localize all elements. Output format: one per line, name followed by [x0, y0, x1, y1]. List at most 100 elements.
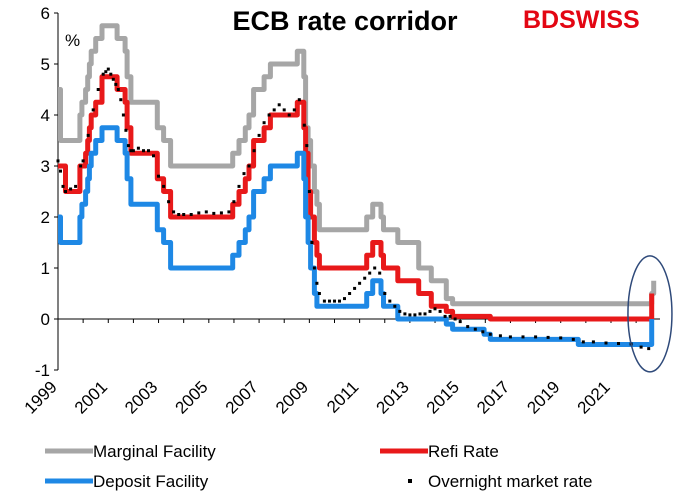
data-point: [147, 149, 150, 153]
data-point: [81, 159, 85, 163]
data-point: [333, 299, 336, 303]
y-tick-label: 1: [41, 259, 50, 278]
x-tick-label: 2009: [272, 377, 312, 417]
data-point: [86, 133, 90, 137]
data-point: [383, 292, 387, 295]
legend-label: Refi Rate: [428, 442, 499, 461]
data-point: [121, 113, 125, 117]
legend-item-marginal-facility: Marginal Facility: [45, 442, 216, 461]
data-point: [177, 213, 181, 216]
data-point: [458, 320, 462, 324]
data-point: [591, 340, 595, 344]
data-point: [617, 342, 620, 345]
data-point: [521, 335, 525, 339]
data-point: [418, 312, 422, 316]
legend-item-refi-rate: Refi Rate: [380, 442, 499, 461]
data-point: [162, 184, 166, 188]
data-point: [56, 159, 60, 163]
data-point: [338, 299, 341, 303]
series-dots-overnight-market-rate: [56, 67, 651, 351]
series-layer: [56, 23, 657, 351]
data-point: [604, 341, 608, 345]
series-line-deposit-facility: [58, 125, 655, 347]
data-point: [64, 190, 67, 193]
data-point: [282, 108, 286, 112]
data-point: [353, 286, 357, 290]
data-point: [272, 108, 276, 112]
data-point: [182, 213, 186, 216]
y-tick-label: 6: [41, 4, 50, 23]
x-tick-label: 2013: [373, 377, 413, 417]
data-point: [232, 200, 236, 204]
data-point: [305, 144, 309, 148]
legend-label: Marginal Facility: [93, 442, 216, 461]
data-point: [413, 313, 417, 317]
data-point: [647, 347, 651, 351]
data-point: [247, 164, 251, 168]
highlight-ellipse: [627, 255, 673, 373]
data-point: [104, 70, 108, 74]
data-point: [466, 325, 470, 329]
data-point: [172, 210, 176, 214]
data-point: [315, 281, 319, 285]
data-point: [481, 330, 485, 334]
data-point: [348, 292, 352, 295]
data-point: [438, 309, 442, 313]
data-point: [114, 82, 118, 86]
data-point: [152, 154, 155, 158]
data-point: [473, 327, 477, 331]
axes: -1 0 1 2 3 4 5 6 1999 2001 2003 2005 2007 2009 2011 201…: [21, 4, 660, 418]
data-point: [91, 108, 95, 112]
data-point: [189, 213, 193, 216]
data-point: [317, 292, 321, 295]
data-point: [219, 211, 223, 215]
data-point: [534, 335, 538, 339]
data-point: [433, 307, 437, 311]
data-point: [378, 271, 382, 275]
data-point: [142, 149, 145, 153]
data-point: [488, 332, 492, 336]
data-point: [109, 72, 113, 76]
data-point: [101, 72, 105, 76]
y-tick-label: -1: [35, 361, 50, 380]
x-tick-label: 2021: [574, 377, 614, 417]
data-point: [212, 211, 216, 215]
y-tick-label: 0: [41, 310, 50, 329]
legend-label: Overnight market rate: [428, 472, 592, 491]
series-line-refi-rate: [58, 74, 655, 322]
chart-title: ECB rate corridor: [232, 6, 458, 36]
data-point: [408, 313, 412, 317]
data-point: [197, 211, 201, 215]
data-point: [257, 133, 261, 137]
y-tick-label: 5: [41, 55, 50, 74]
data-point: [292, 108, 296, 112]
data-point: [639, 345, 643, 349]
data-point: [403, 312, 407, 316]
data-point: [571, 337, 575, 341]
data-point: [74, 184, 78, 188]
data-point: [126, 144, 130, 148]
data-point: [297, 98, 301, 102]
data-point: [312, 266, 316, 270]
data-point: [393, 304, 397, 308]
data-point: [343, 297, 346, 301]
data-point: [388, 299, 392, 303]
data-point: [79, 164, 83, 168]
x-tick-label: 1999: [21, 377, 61, 417]
x-tick-label: 2017: [473, 377, 513, 417]
data-point: [373, 266, 377, 270]
x-tick-label: 2005: [171, 377, 211, 417]
legend-label: Deposit Facility: [93, 472, 209, 491]
data-point: [96, 88, 100, 91]
svg-text:BDSWISS: BDSWISS: [523, 6, 640, 34]
data-point: [116, 88, 120, 91]
data-point: [167, 200, 171, 204]
data-point: [581, 340, 585, 344]
brand-part2: SWISS: [559, 6, 640, 34]
data-point: [277, 103, 281, 107]
series-line-marginal-facility: [56, 23, 657, 307]
data-point: [204, 210, 208, 214]
x-tick-label: 2003: [121, 377, 161, 417]
data-point: [262, 121, 266, 125]
data-point: [307, 190, 311, 193]
